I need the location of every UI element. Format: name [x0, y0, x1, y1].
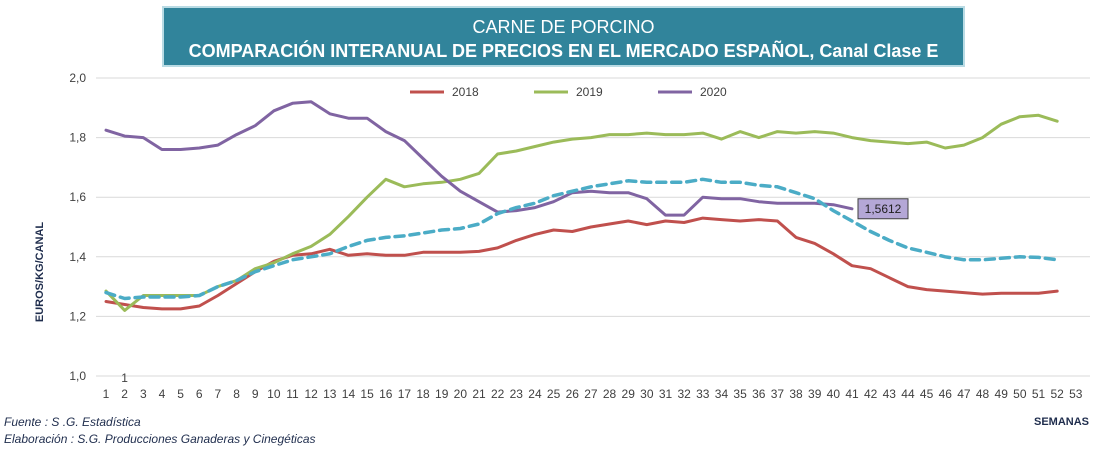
callout-box	[857, 198, 909, 220]
x-tick-label: 32	[677, 387, 691, 401]
legend-label: 2018	[452, 85, 479, 99]
x-tick-label: 38	[789, 387, 803, 401]
x-tick-label: 13	[323, 387, 337, 401]
x-tick-label: 1	[103, 387, 110, 401]
series-line-2020	[104, 100, 854, 217]
x-tick-label: 34	[715, 387, 729, 401]
x-tick-label: 17	[398, 387, 412, 401]
x-tick-label: 33	[696, 387, 710, 401]
x-tick-label: 9	[252, 387, 259, 401]
x-tick-label: 40	[827, 387, 841, 401]
x-tick-label: 36	[752, 387, 766, 401]
x-tick-label: 21	[472, 387, 486, 401]
x-tick-label: 27	[584, 387, 598, 401]
x-tick-label: 51	[1032, 387, 1046, 401]
x-tick-label: 15	[360, 387, 374, 401]
x-tick-label: 43	[883, 387, 897, 401]
x-tick-label: 29	[622, 387, 636, 401]
x-extra-annotation: 1	[121, 371, 128, 385]
x-tick-label: 11	[286, 387, 299, 401]
x-tick-label: 30	[640, 387, 654, 401]
y-tick-label: 1,0	[69, 369, 86, 383]
x-tick-label: 20	[454, 387, 468, 401]
x-tick-label: 8	[233, 387, 240, 401]
x-tick-label: 44	[901, 387, 915, 401]
x-tick-label: 22	[491, 387, 505, 401]
series-line-2019	[104, 113, 1059, 312]
y-tick-label: 2,0	[69, 71, 86, 85]
x-axis-title: SEMANAS	[1033, 416, 1089, 428]
x-tick-label: 2	[121, 387, 128, 401]
x-tick-label: 35	[733, 387, 747, 401]
x-tick-label: 5	[177, 387, 184, 401]
series-line-average	[104, 177, 1059, 301]
x-tick-label: 52	[1050, 387, 1064, 401]
x-tick-label: 31	[659, 387, 673, 401]
y-tick-label: 1,2	[69, 309, 86, 323]
x-tick-label: 16	[379, 387, 393, 401]
x-tick-label: 12	[304, 387, 318, 401]
x-tick-label: 7	[215, 387, 222, 401]
chart-title-box: CARNE DE PORCINO COMPARACIÓN INTERANUAL …	[162, 6, 965, 67]
x-tick-label: 24	[528, 387, 542, 401]
x-tick-label: 18	[416, 387, 430, 401]
x-tick-label: 41	[845, 387, 859, 401]
y-tick-label: 1,4	[69, 250, 86, 264]
x-tick-label: 45	[920, 387, 934, 401]
x-tick-label: 26	[566, 387, 580, 401]
x-tick-label: 39	[808, 387, 822, 401]
y-tick-label: 1,6	[69, 190, 86, 204]
x-tick-label: 28	[603, 387, 617, 401]
x-tick-label: 14	[342, 387, 356, 401]
x-tick-label: 19	[435, 387, 449, 401]
elaboration-note: Elaboración : S.G. Producciones Ganadera…	[4, 432, 316, 446]
y-tick-label: 1,8	[69, 131, 86, 145]
chart-title-line2: COMPARACIÓN INTERANUAL DE PRECIOS EN EL …	[188, 41, 939, 61]
x-tick-label: 4	[159, 387, 166, 401]
x-tick-label: 37	[771, 387, 785, 401]
x-tick-label: 23	[510, 387, 524, 401]
legend-label: 2019	[576, 85, 603, 99]
x-tick-label: 47	[957, 387, 971, 401]
x-tick-label: 46	[939, 387, 953, 401]
x-tick-label: 50	[1013, 387, 1027, 401]
chart-title-line1: CARNE DE PORCINO	[472, 17, 655, 37]
x-tick-label: 3	[140, 387, 147, 401]
x-tick-label: 48	[976, 387, 990, 401]
source-note: Fuente : S .G. Estadística	[4, 415, 141, 429]
callout-label: 1,5612	[865, 202, 902, 216]
y-axis-title: EUROS/KG/CANAL	[34, 222, 46, 323]
series-line-2018	[104, 216, 1059, 311]
x-tick-label: 10	[267, 387, 281, 401]
x-tick-label: 6	[196, 387, 203, 401]
x-tick-label: 42	[864, 387, 878, 401]
x-tick-label: 25	[547, 387, 561, 401]
legend-label: 2020	[700, 85, 727, 99]
x-tick-label: 49	[995, 387, 1009, 401]
x-tick-label: 53	[1069, 387, 1083, 401]
